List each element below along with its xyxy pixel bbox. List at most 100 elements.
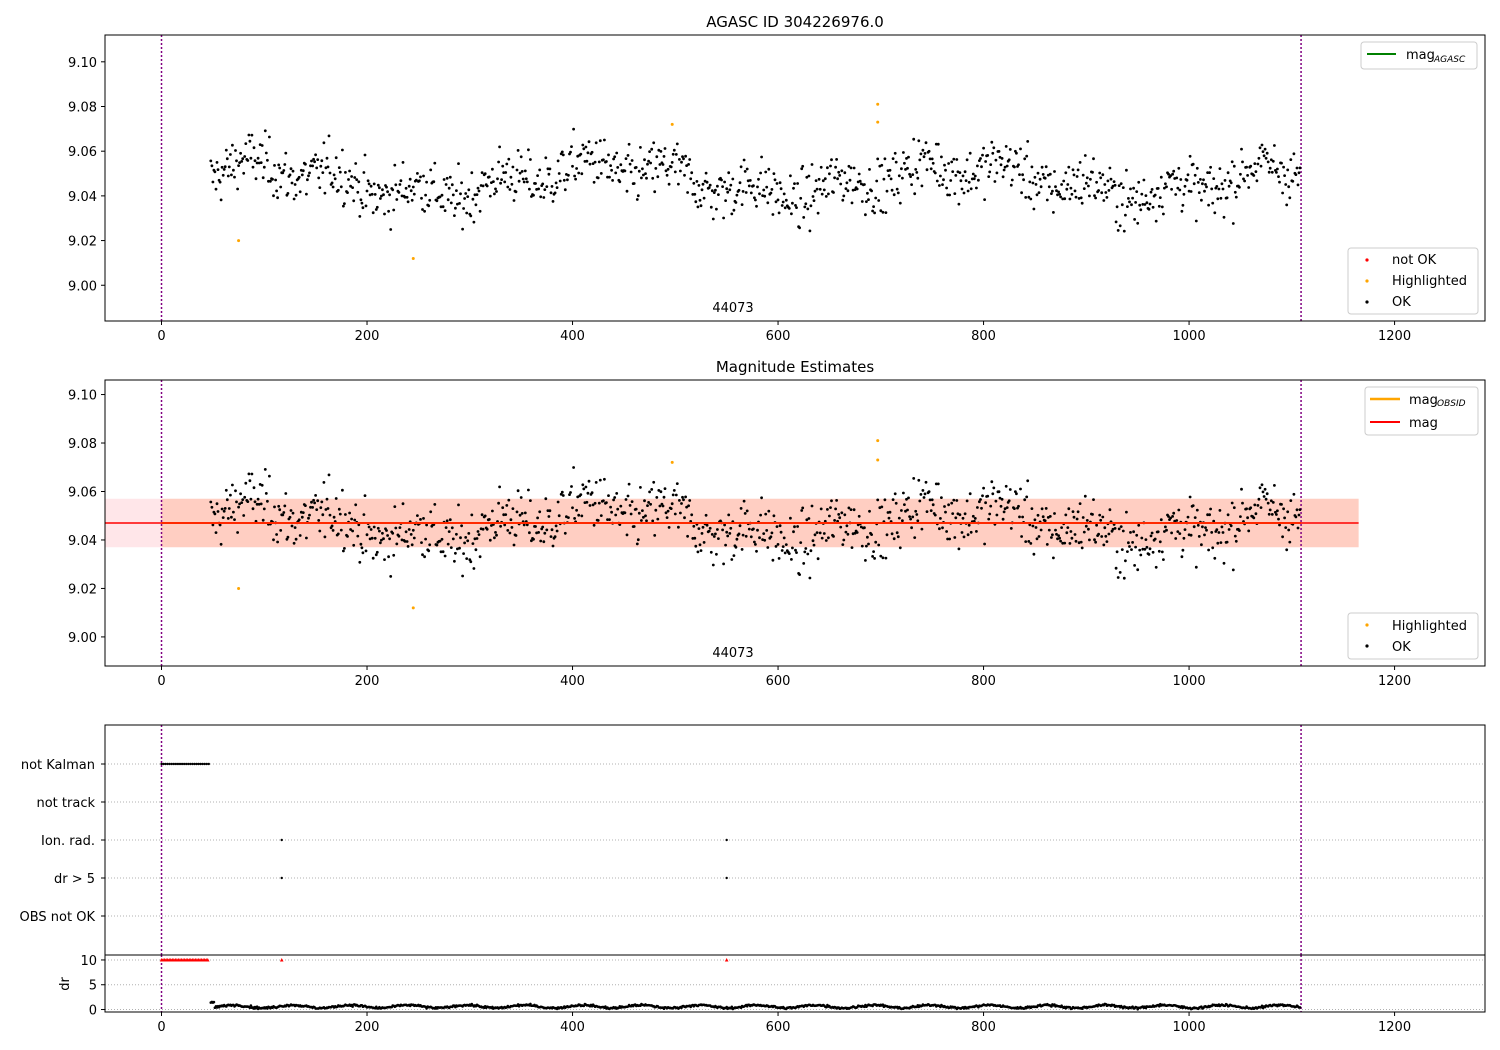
data-point	[990, 140, 994, 144]
data-point	[322, 481, 326, 484]
data-point	[458, 202, 461, 205]
data-point	[1056, 193, 1059, 197]
data-point	[275, 533, 278, 536]
data-point	[364, 204, 368, 208]
data-point	[811, 539, 815, 543]
data-point	[749, 535, 753, 539]
data-point	[294, 193, 298, 197]
x-tick-label: 400	[560, 329, 585, 344]
data-point	[1082, 187, 1086, 191]
data-point	[314, 494, 317, 497]
data-point	[268, 474, 271, 478]
data-point	[447, 530, 451, 533]
data-point	[1239, 515, 1242, 518]
data-point	[857, 172, 861, 176]
data-point	[288, 173, 292, 177]
data-point	[599, 514, 603, 517]
data-point	[792, 530, 795, 534]
data-point	[722, 562, 725, 566]
data-point	[346, 535, 349, 538]
data-point	[536, 516, 539, 520]
data-point	[320, 500, 324, 504]
data-point	[344, 513, 347, 516]
data-point	[884, 211, 888, 215]
data-point	[527, 148, 530, 152]
data-point	[409, 533, 413, 536]
data-point	[341, 148, 344, 152]
data-point	[998, 496, 1002, 500]
data-point	[682, 498, 685, 502]
data-point	[1270, 513, 1274, 516]
data-point	[812, 543, 816, 547]
data-point	[314, 153, 317, 157]
data-point	[657, 489, 661, 492]
data-point	[1174, 537, 1178, 540]
data-point	[306, 178, 309, 182]
data-point	[1020, 191, 1023, 195]
flag-point	[168, 762, 171, 766]
data-point	[702, 541, 706, 544]
highlighted-point	[670, 460, 674, 464]
data-point	[766, 201, 770, 205]
data-point	[860, 200, 864, 203]
data-point	[1028, 180, 1032, 184]
data-point	[518, 171, 522, 175]
flag-point	[201, 762, 204, 766]
data-point	[883, 157, 887, 161]
data-point	[420, 541, 423, 544]
data-point	[395, 198, 399, 201]
data-point	[1070, 192, 1074, 196]
data-point	[1118, 571, 1122, 574]
data-point	[935, 179, 939, 183]
data-point	[816, 211, 820, 215]
data-point	[759, 513, 762, 517]
data-point	[808, 576, 812, 580]
data-point	[715, 207, 718, 211]
data-point	[1063, 541, 1067, 545]
data-point	[686, 534, 689, 538]
data-point	[1212, 519, 1216, 523]
data-point	[249, 497, 253, 501]
data-point	[696, 550, 700, 554]
data-point	[891, 498, 895, 501]
data-point	[1065, 187, 1069, 191]
data-point	[462, 552, 465, 555]
data-point	[711, 217, 715, 221]
data-point	[1078, 502, 1082, 505]
data-point	[476, 186, 480, 190]
y-axis-label: dr	[58, 977, 73, 991]
data-point	[924, 480, 928, 484]
data-point	[592, 180, 596, 184]
data-point	[424, 193, 427, 197]
data-point	[571, 506, 574, 510]
data-point	[989, 163, 993, 167]
data-point	[1153, 537, 1157, 541]
data-point	[872, 205, 875, 209]
data-point	[594, 141, 598, 145]
data-point	[864, 559, 867, 562]
data-point	[873, 557, 876, 560]
data-point	[375, 205, 379, 209]
data-point	[597, 501, 601, 505]
data-point	[1263, 147, 1267, 151]
data-point	[909, 175, 912, 179]
data-point	[550, 528, 554, 532]
data-point	[233, 175, 236, 179]
data-point	[286, 535, 290, 539]
data-point	[1126, 550, 1129, 553]
data-point	[645, 519, 648, 523]
data-point	[619, 163, 623, 167]
data-point	[738, 524, 742, 528]
data-point	[944, 510, 947, 514]
data-point	[586, 491, 590, 495]
data-point	[474, 203, 478, 207]
data-point	[805, 518, 809, 522]
data-point	[727, 171, 731, 175]
data-point	[967, 523, 971, 527]
data-point	[871, 209, 874, 213]
data-point	[1083, 154, 1087, 157]
data-point	[236, 531, 240, 534]
data-point	[745, 167, 749, 171]
data-point	[1219, 541, 1223, 544]
data-point	[572, 466, 575, 469]
